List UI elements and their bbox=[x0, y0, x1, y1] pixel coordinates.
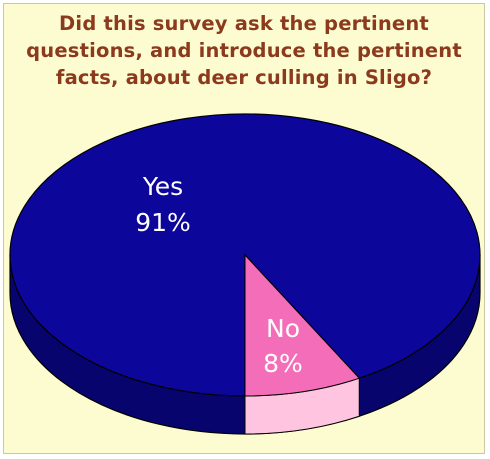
chart-title-line-3: facts, about deer culling in Sligo? bbox=[55, 66, 433, 89]
chart-title-line-1: Did this survey ask the pertinent bbox=[59, 12, 429, 35]
slice-label-no-name: No bbox=[266, 314, 300, 343]
pie-labels: Yes 91% No 8% bbox=[135, 172, 303, 378]
pie-slice-no bbox=[244, 253, 361, 397]
slice-label-yes-name: Yes bbox=[142, 172, 183, 201]
slice-label-no-percent: 8% bbox=[263, 349, 303, 378]
slice-label-yes-percent: 91% bbox=[135, 208, 191, 237]
chart-title: Did this survey ask the pertinent questi… bbox=[4, 10, 484, 91]
pie-group bbox=[9, 113, 481, 435]
chart-title-line-2: questions, and introduce the pertinent bbox=[26, 39, 462, 62]
